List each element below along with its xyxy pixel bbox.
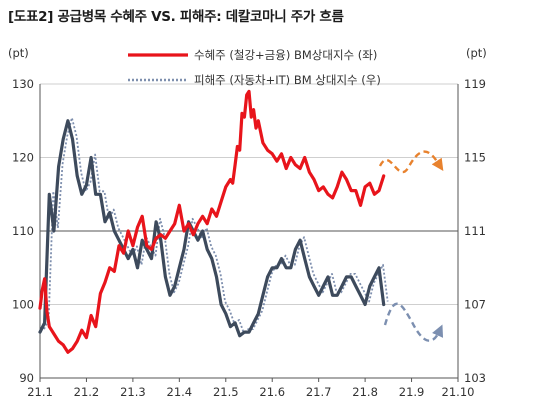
series xyxy=(38,89,389,354)
x-tick-label: 21.6 xyxy=(259,385,285,399)
x-tick-label: 21.1 xyxy=(27,385,53,399)
right-tick-label: 119 xyxy=(464,77,486,91)
series-line-beneficiary xyxy=(38,89,386,354)
x-tick-label: 21.7 xyxy=(306,385,332,399)
right-axis-unit: (pt) xyxy=(466,46,487,60)
right-tick-label: 103 xyxy=(464,371,486,385)
legend-label-beneficiary: 수혜주 (철강+금융) BM상대지수 (좌) xyxy=(194,48,377,62)
legend-label-victim: 피해주 (자동차+IT) BM 상대지수 (우) xyxy=(194,73,381,87)
victim-forecast-arrow xyxy=(383,302,444,342)
x-tick-label: 21.3 xyxy=(120,385,146,399)
chart-title: [도표2] 공급병목 수혜주 VS. 피해주: 데칼코마니 주가 흐름 xyxy=(8,9,344,25)
left-tick-label: 130 xyxy=(12,77,34,91)
right-tick-label: 107 xyxy=(464,298,486,312)
x-tick-label: 21.4 xyxy=(167,385,193,399)
left-tick-label: 110 xyxy=(12,224,34,238)
series-line-victim-raw xyxy=(43,116,389,334)
series-line-victim xyxy=(38,119,386,338)
beneficiary-forecast-arrow xyxy=(378,150,444,174)
forecast-arrows xyxy=(378,150,444,342)
left-tick-label: 90 xyxy=(19,371,34,385)
x-tick-label: 21.2 xyxy=(74,385,100,399)
axes: 90 100 110 120 130 103 107 111 115 119 21.1 21.2 21.… xyxy=(12,77,486,399)
x-tick-label: 21.10 xyxy=(442,385,475,399)
legend: 수혜주 (철강+금융) BM상대지수 (좌) 피해주 (자동차+IT) BM 상… xyxy=(128,48,381,87)
x-tick-label: 21.5 xyxy=(213,385,239,399)
left-tick-label: 100 xyxy=(12,298,34,312)
x-tick-label: 21.8 xyxy=(352,385,378,399)
right-tick-label: 111 xyxy=(464,224,486,238)
x-tick-label: 21.9 xyxy=(399,385,425,399)
left-axis-unit: (pt) xyxy=(8,46,29,60)
left-tick-label: 120 xyxy=(12,151,34,165)
right-tick-label: 115 xyxy=(464,151,486,165)
